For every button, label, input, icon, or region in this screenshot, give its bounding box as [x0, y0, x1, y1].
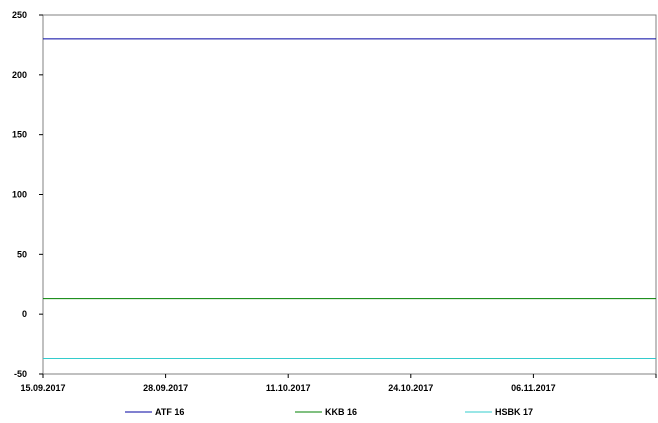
legend: ATF 16 KKB 16 HSBK 17 — [125, 407, 533, 417]
legend-label: KKB 16 — [325, 407, 357, 417]
plot-border — [42, 14, 657, 375]
x-tick-label: 06.11.2017 — [511, 383, 556, 393]
y-tick-label: 200 — [12, 70, 27, 80]
x-tick-label: 11.10.2017 — [266, 383, 311, 393]
y-tick-label: 150 — [12, 130, 27, 140]
y-tick-label: -50 — [14, 369, 27, 379]
x-tick-label: 15.09.2017 — [20, 383, 65, 393]
y-axis: -50 0 50 100 150 200 250 — [12, 10, 43, 379]
x-axis: 15.09.2017 28.09.2017 11.10.2017 24.10.2017… — [20, 374, 657, 393]
x-tick-label: 28.09.2017 — [143, 383, 188, 393]
y-tick-label: 50 — [17, 249, 27, 259]
series-group — [43, 38, 656, 359]
legend-label: HSBK 17 — [495, 407, 533, 417]
y-tick-label: 250 — [12, 10, 27, 20]
x-tick-label: 24.10.2017 — [388, 383, 433, 393]
y-tick-label: 0 — [22, 309, 27, 319]
legend-label: ATF 16 — [155, 407, 184, 417]
plot-area — [42, 14, 657, 375]
y-tick-label: 100 — [12, 190, 27, 200]
